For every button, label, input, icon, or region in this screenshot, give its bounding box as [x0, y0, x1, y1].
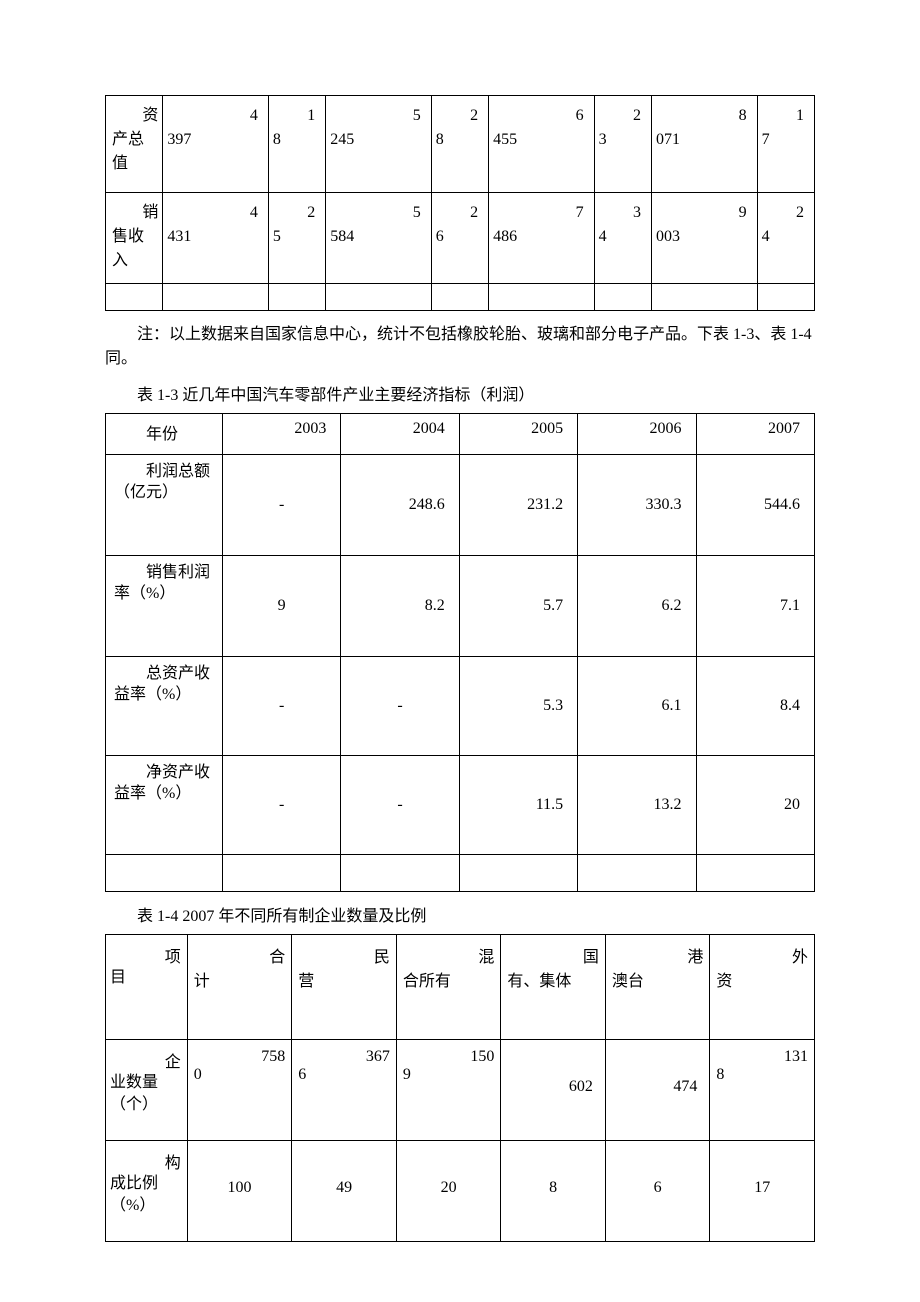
col-header: 2004 [341, 414, 459, 455]
row-label: 总资产收益率（%） [114, 663, 214, 705]
table-row: 净资产收益率（%） - - 11.5 13.2 20 [106, 756, 815, 855]
col-header: 国有、集体 [501, 935, 606, 1040]
row-label: 销 售收入 [106, 193, 163, 284]
table-header-row: 年份 2003 2004 2005 2006 2007 [106, 414, 815, 455]
row-label: 企 业数量（个） [106, 1040, 188, 1141]
table-1-3: 年份 2003 2004 2005 2006 2007 利润总额（亿元） - 2… [105, 413, 815, 892]
col-header: 2003 [222, 414, 340, 455]
col-header: 2007 [696, 414, 814, 455]
table-1-3-caption: 表 1-3 近几年中国汽车零部件产业主要经济指标（利润） [105, 381, 815, 405]
table-row: 企 业数量（个） 7580 3676 1509 602 474 1318 [106, 1040, 815, 1141]
row-label: 销售利润率（%） [114, 562, 214, 604]
row-label: 资 产总值 [106, 96, 163, 193]
table-row: 利润总额（亿元） - 248.6 231.2 330.3 544.6 [106, 455, 815, 556]
row-label: 净资产收益率（%） [114, 762, 214, 804]
col-header: 混合所有 [396, 935, 501, 1040]
table-row: 资 产总值 4397 18 5245 28 6455 23 8071 17 [106, 96, 815, 193]
col-header: 外资 [710, 935, 815, 1040]
table-row: 总资产收益率（%） - - 5.3 6.1 8.4 [106, 657, 815, 756]
table-row-empty [106, 284, 815, 311]
col-header: 2005 [459, 414, 577, 455]
table-1-fragment: 资 产总值 4397 18 5245 28 6455 23 8071 17 销 … [105, 95, 815, 311]
row-label: 利润总额（亿元） [114, 461, 214, 503]
row-label: 构 成比例（%） [106, 1141, 188, 1242]
table-row-empty [106, 855, 815, 892]
col-header: 2006 [578, 414, 696, 455]
table-1-4-caption: 表 1-4 2007 年不同所有制企业数量及比例 [105, 902, 815, 926]
col-header: 项目 [106, 935, 188, 1040]
table-row: 构 成比例（%） 100 49 20 8 6 17 [106, 1141, 815, 1242]
note-paragraph: 注：以上数据来自国家信息中心，统计不包括橡胶轮胎、玻璃和部分电子产品。下表 1-… [105, 323, 815, 371]
col-header: 合计 [187, 935, 292, 1040]
col-header: 年份 [106, 414, 223, 455]
col-header: 港澳台 [605, 935, 710, 1040]
table-row: 销售利润率（%） 9 8.2 5.7 6.2 7.1 [106, 556, 815, 657]
table-row: 销 售收入 4431 25 5584 26 7486 34 9003 24 [106, 193, 815, 284]
col-header: 民营 [292, 935, 397, 1040]
table-1-4: 项目合计民营混合所有国有、集体港澳台外资 企 业数量（个） 7580 3676 … [105, 934, 815, 1242]
table-header-row: 项目合计民营混合所有国有、集体港澳台外资 [106, 935, 815, 1040]
